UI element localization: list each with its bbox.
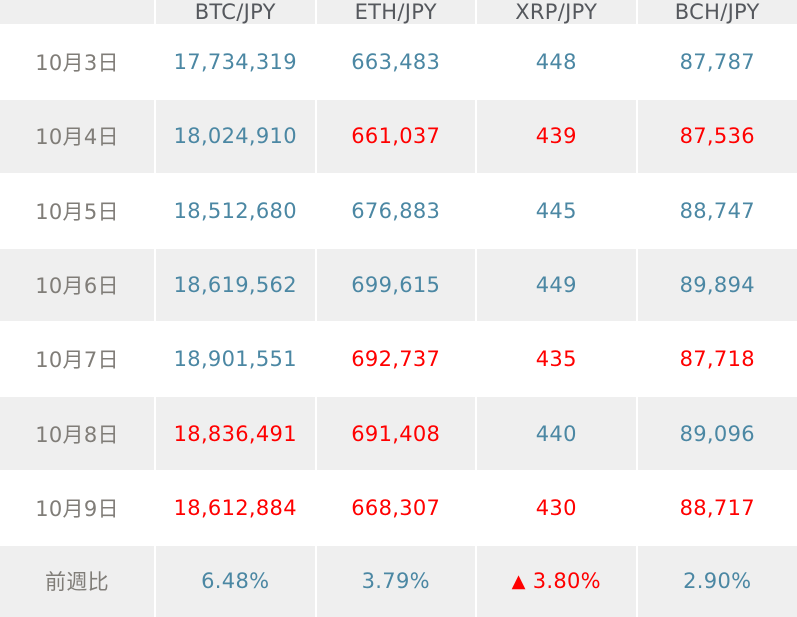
price-cell-eth: 676,883 [314, 172, 477, 249]
price-cell-xrp: 439 [475, 98, 638, 175]
column-header-xrp-jpy: XRP/JPY [475, 0, 638, 26]
date-cell: 10月4日 [0, 98, 156, 175]
date-cell: 10月8日 [0, 395, 156, 472]
summary-label: 前週比 [0, 543, 156, 617]
price-cell-eth: 692,737 [314, 321, 477, 398]
price-cell-eth: 699,615 [314, 246, 477, 324]
price-cell-xrp: 430 [475, 469, 638, 546]
price-cell-bch: 87,787 [635, 23, 797, 101]
price-cell-eth: 691,408 [314, 395, 477, 472]
summary-row: 前週比 6.48% 3.79% ▲ 3.80% 2.90% [0, 543, 797, 617]
price-cell-bch: 89,894 [635, 246, 797, 324]
price-cell-bch: 88,747 [635, 172, 797, 249]
price-cell-btc: 18,901,551 [154, 321, 317, 398]
table-row: 10月8日 18,836,491 691,408 440 89,096 [0, 395, 797, 472]
price-cell-eth: 668,307 [314, 469, 477, 546]
price-cell-btc: 18,024,910 [154, 98, 317, 175]
price-cell-bch: 88,717 [635, 469, 797, 546]
table-row: 10月3日 17,734,319 663,483 448 87,787 [0, 23, 797, 101]
weekly-change-cell-bch: 2.90% [635, 543, 797, 617]
table-row: 10月4日 18,024,910 661,037 439 87,536 [0, 98, 797, 175]
date-cell: 10月6日 [0, 246, 156, 324]
header-row: BTC/JPY ETH/JPY XRP/JPY BCH/JPY [0, 0, 797, 26]
table-row: 10月9日 18,612,884 668,307 430 88,717 [0, 469, 797, 546]
date-cell: 10月3日 [0, 23, 156, 101]
weekly-change-cell-xrp: ▲ 3.80% [475, 543, 638, 617]
price-cell-xrp: 449 [475, 246, 638, 324]
price-cell-btc: 18,836,491 [154, 395, 317, 472]
price-cell-eth: 663,483 [314, 23, 477, 101]
column-header-btc-jpy: BTC/JPY [154, 0, 317, 26]
column-header-bch-jpy: BCH/JPY [635, 0, 797, 26]
weekly-change-cell-btc: 6.48% [154, 543, 317, 617]
price-cell-bch: 87,536 [635, 98, 797, 175]
weekly-change-cell-eth: 3.79% [314, 543, 477, 617]
price-cell-eth: 661,037 [314, 98, 477, 175]
up-triangle-icon: ▲ [511, 571, 526, 593]
table-row: 10月5日 18,512,680 676,883 445 88,747 [0, 172, 797, 249]
date-cell: 10月5日 [0, 172, 156, 249]
date-cell: 10月7日 [0, 321, 156, 398]
price-cell-xrp: 435 [475, 321, 638, 398]
price-cell-btc: 18,619,562 [154, 246, 317, 324]
column-header-eth-jpy: ETH/JPY [314, 0, 477, 26]
price-cell-xrp: 440 [475, 395, 638, 472]
table-row: 10月7日 18,901,551 692,737 435 87,718 [0, 321, 797, 398]
price-cell-btc: 18,512,680 [154, 172, 317, 249]
price-cell-bch: 89,096 [635, 395, 797, 472]
price-cell-btc: 18,612,884 [154, 469, 317, 546]
price-cell-btc: 17,734,319 [154, 23, 317, 101]
price-cell-xrp: 445 [475, 172, 638, 249]
date-column-header [0, 0, 156, 26]
price-cell-xrp: 448 [475, 23, 638, 101]
weekly-change-value: 3.80% [532, 569, 601, 594]
price-cell-bch: 87,718 [635, 321, 797, 398]
date-cell: 10月9日 [0, 469, 156, 546]
table-row: 10月6日 18,619,562 699,615 449 89,894 [0, 246, 797, 324]
